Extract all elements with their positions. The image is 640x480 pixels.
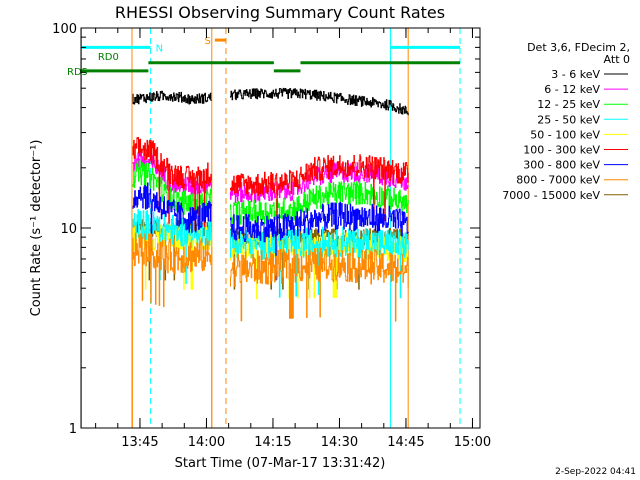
y-tick-label: 10 bbox=[60, 222, 77, 237]
flag-label-rd0: RD0 bbox=[98, 52, 119, 63]
timestamp: 2-Sep-2022 04:41 bbox=[555, 467, 636, 477]
legend-entry-label: 100 - 300 keV bbox=[523, 144, 600, 157]
legend-entry-label: 800 - 7000 keV bbox=[516, 174, 600, 187]
series-line bbox=[132, 232, 212, 308]
series-line bbox=[230, 201, 409, 281]
series-line bbox=[132, 90, 212, 105]
legend-entry-label: 7000 - 15000 keV bbox=[502, 189, 600, 202]
legend-entry-label: 25 - 50 keV bbox=[537, 113, 600, 126]
x-axis-label: Start Time (07-Mar-17 13:31:42) bbox=[175, 456, 386, 471]
x-tick-label: 13:45 bbox=[121, 435, 158, 450]
y-axis-label: Count Rate (s⁻¹ detector⁻¹) bbox=[29, 140, 44, 317]
series-line bbox=[230, 87, 409, 116]
flag-label-rd5: RD5 bbox=[67, 67, 88, 78]
series-line bbox=[132, 137, 212, 231]
legend-entry-label: 300 - 800 keV bbox=[523, 159, 600, 172]
series-line bbox=[132, 209, 212, 284]
x-tick-label: 15:00 bbox=[454, 435, 491, 450]
legend-entry-label: 3 - 6 keV bbox=[551, 68, 600, 81]
series-line bbox=[230, 154, 409, 236]
legend-entry-label: 50 - 100 keV bbox=[530, 128, 600, 141]
y-tick-label: 100 bbox=[52, 22, 77, 37]
legend-entry-label: 12 - 25 keV bbox=[537, 98, 600, 111]
legend: Det 3,6, FDecim 2,Att 0 3 - 6 keV 6 - 12 k… bbox=[502, 41, 630, 202]
legend-header: Det 3,6, FDecim 2, bbox=[527, 41, 630, 54]
x-tick-label: 14:30 bbox=[321, 435, 358, 450]
flag-bars: N S RD0 RD5 bbox=[67, 36, 461, 78]
series-line bbox=[230, 181, 409, 225]
x-tick-label: 14:00 bbox=[188, 435, 225, 450]
legend-entry-label: 6 - 12 keV bbox=[544, 83, 600, 96]
series-line bbox=[132, 182, 212, 251]
y-tick-label: 1 bbox=[69, 422, 77, 437]
flag-label-s: S bbox=[205, 36, 211, 47]
legend-header: Att 0 bbox=[604, 53, 630, 66]
chart-title: RHESSI Observing Summary Count Rates bbox=[115, 3, 445, 22]
x-tick-label: 14:15 bbox=[254, 435, 291, 450]
series-line bbox=[230, 247, 409, 322]
axis-ticks: 13:45 14:00 14:15 14:30 14:45 15:00 1 10 100 bbox=[52, 22, 491, 450]
series-group bbox=[131, 87, 409, 428]
x-tick-label: 14:45 bbox=[387, 435, 424, 450]
flag-label-n: N bbox=[156, 43, 163, 54]
